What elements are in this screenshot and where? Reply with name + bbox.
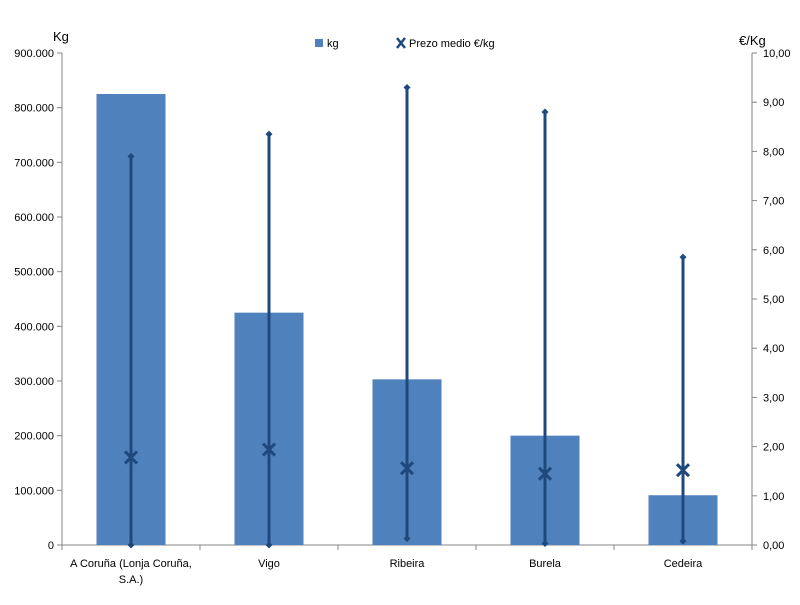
x-category-label: Cedeira: [664, 558, 703, 570]
markers-layer: [123, 442, 691, 481]
price-range-low-marker: [679, 537, 687, 545]
price-range-low-marker: [541, 540, 549, 548]
legend-marker-price-icon: [396, 37, 406, 49]
y-right-tick-label: 10,00: [763, 48, 791, 60]
legend-label-price: Prezo medio €/kg: [409, 38, 495, 50]
y-left-tick-label: 600.000: [14, 212, 54, 224]
price-range-high-marker: [679, 253, 687, 261]
price-range-high-marker: [127, 152, 135, 160]
y-left-tick-label: 0: [48, 540, 54, 552]
y-left-tick-label: 500.000: [14, 267, 54, 279]
y-right-tick-label: 8,00: [763, 146, 784, 158]
price-range-high-marker: [265, 130, 273, 138]
legend: kg Prezo medio €/kg: [315, 37, 495, 50]
y-right-tick-label: 2,00: [763, 442, 784, 454]
y-left-tick-label: 100.000: [14, 485, 54, 497]
price-average-marker: [399, 461, 415, 476]
y-right-tick-label: 9,00: [763, 97, 784, 109]
x-category-label: Burela: [529, 558, 562, 570]
y-left-axis-label: Kg: [53, 29, 69, 44]
y-right-tick-label: 3,00: [763, 392, 784, 404]
price-average-marker: [261, 442, 277, 457]
y-left-tick-label: 200.000: [14, 431, 54, 443]
y-left-tick-label: 900.000: [14, 48, 54, 60]
y-right-tick-label: 4,00: [763, 343, 784, 355]
y-right-tick-label: 7,00: [763, 196, 784, 208]
price-average-marker: [123, 450, 139, 465]
price-range-high-marker: [403, 83, 411, 91]
price-range-low-marker: [127, 541, 135, 549]
y-left-tick-label: 300.000: [14, 376, 54, 388]
y-left-tick-label: 400.000: [14, 321, 54, 333]
x-category-label: Vigo: [258, 558, 280, 570]
x-category-label: Ribeira: [390, 558, 426, 570]
y-left-tick-label: 700.000: [14, 157, 54, 169]
price-range-low-marker: [403, 535, 411, 543]
price-range-low-marker: [265, 541, 273, 549]
y-right-tick-label: 6,00: [763, 245, 784, 257]
y-right-tick-label: 1,00: [763, 491, 784, 503]
legend-label-kg: kg: [327, 38, 339, 50]
legend-swatch-kg: [315, 39, 323, 47]
labels-layer: 0 100.000 200.000 300.000 400.000 500.000 600.…: [14, 48, 790, 586]
x-category-label: S.A.): [119, 574, 143, 586]
price-average-marker: [537, 466, 553, 481]
y-left-tick-label: 800.000: [14, 103, 54, 115]
x-category-label: A Coruña (Lonja Coruña,: [70, 558, 192, 570]
y-right-tick-label: 0,00: [763, 540, 784, 552]
ranges-layer: [127, 83, 687, 549]
y-right-axis-label: €/Kg: [739, 33, 766, 48]
y-right-tick-label: 5,00: [763, 294, 784, 306]
price-average-marker: [675, 463, 691, 478]
price-range-high-marker: [541, 108, 549, 116]
